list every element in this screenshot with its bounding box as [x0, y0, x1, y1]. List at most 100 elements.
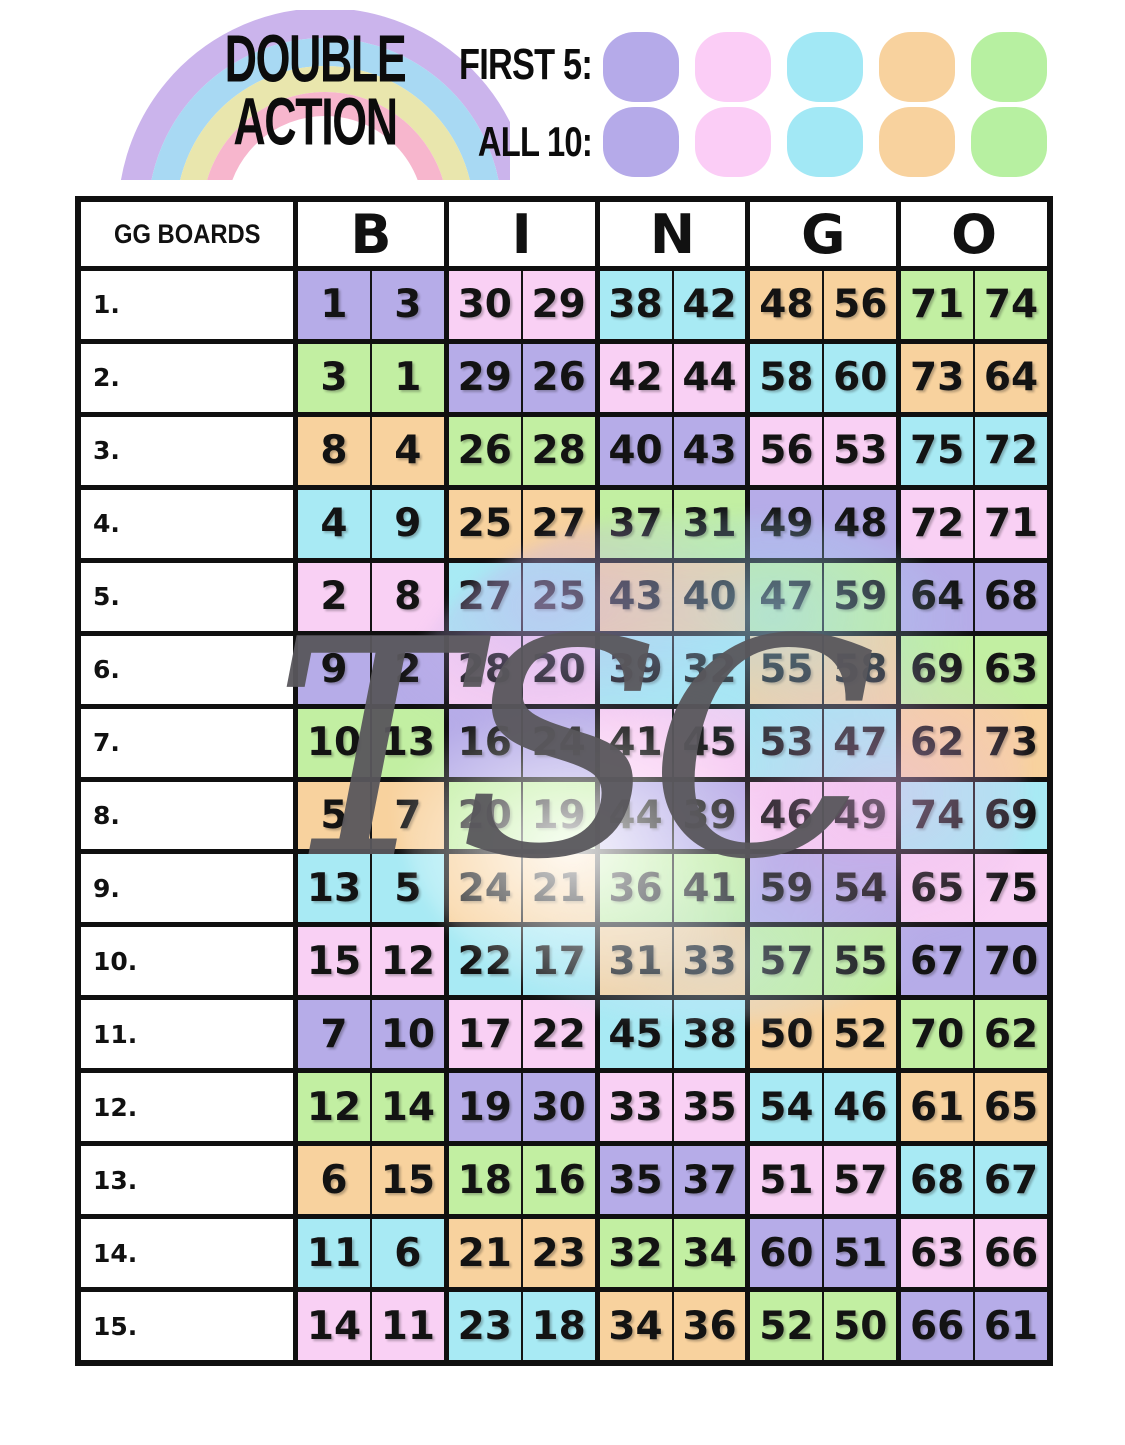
bingo-pair-g: 59 54	[750, 854, 897, 923]
bingo-pair-b: 6 15	[298, 1146, 444, 1215]
row-label: 7.	[81, 708, 293, 777]
bingo-cell: 22	[457, 938, 512, 984]
bingo-cell: 10	[369, 1000, 444, 1069]
first5-dabber-swatch	[971, 32, 1047, 102]
bingo-pair-o: 65 75	[901, 854, 1047, 923]
row-label: 5.	[81, 562, 293, 631]
bingo-cell: 56	[822, 271, 896, 339]
bingo-cell: 73	[910, 355, 965, 401]
bingo-cell: 5	[320, 792, 348, 838]
bingo-cell: 27	[457, 574, 512, 620]
bingo-cell: 39	[671, 781, 746, 850]
bingo-letter-n: N	[599, 202, 746, 266]
bingo-cell: 29	[520, 271, 595, 339]
bingo-pair-o: 71 74	[901, 271, 1047, 339]
bingo-cell: 54	[822, 854, 896, 923]
bingo-cell: 2	[320, 574, 348, 620]
bingo-cell: 18	[520, 1292, 595, 1360]
bingo-pair-b: 7 10	[298, 1000, 444, 1069]
bingo-cell: 50	[822, 1292, 896, 1360]
bingo-cell: 31	[608, 938, 663, 984]
row-label: 15.	[81, 1292, 293, 1360]
bingo-cell: 1	[369, 343, 444, 412]
bingo-pair-n: 45 38	[599, 1000, 746, 1069]
bingo-cell: 66	[973, 1219, 1047, 1288]
bingo-cell: 51	[822, 1219, 896, 1288]
bingo-cell: 32	[608, 1230, 663, 1276]
all10-dabber-swatch	[971, 107, 1047, 177]
bingo-cell: 57	[822, 1146, 896, 1215]
bingo-pair-n: 34 36	[599, 1292, 746, 1360]
bingo-cell: 50	[759, 1011, 814, 1057]
bingo-pair-o: 68 67	[901, 1146, 1047, 1215]
row-label: 12.	[81, 1073, 293, 1142]
first5-dabber-swatch	[603, 32, 679, 102]
bingo-cell: 38	[671, 1000, 746, 1069]
bingo-cell: 7	[320, 1011, 348, 1057]
bingo-cell: 33	[608, 1084, 663, 1130]
bingo-pair-b: 10 13	[298, 708, 444, 777]
bingo-pair-n: 40 43	[599, 416, 746, 485]
bingo-pair-o: 67 70	[901, 927, 1047, 996]
row-label: 14.	[81, 1219, 293, 1288]
bingo-pair-b: 13 5	[298, 854, 444, 923]
bingo-cell: 70	[910, 1011, 965, 1057]
bingo-cell: 4	[320, 501, 348, 547]
bingo-cell: 52	[822, 1000, 896, 1069]
bingo-pair-o: 72 71	[901, 489, 1047, 558]
bingo-pair-i: 23 18	[448, 1292, 595, 1360]
bingo-cell: 67	[973, 1146, 1047, 1215]
bingo-cell: 58	[822, 635, 896, 704]
bingo-cell: 26	[520, 343, 595, 412]
bingo-pair-i: 20 19	[448, 781, 595, 850]
first5-swatches	[603, 32, 1047, 102]
bingo-pair-i: 26 28	[448, 416, 595, 485]
bingo-pair-g: 51 57	[750, 1146, 897, 1215]
bingo-cell: 17	[457, 1011, 512, 1057]
bingo-cell: 7	[369, 781, 444, 850]
row-label: 4.	[81, 489, 293, 558]
rainbow-logo-icon	[118, 10, 510, 180]
bingo-pair-i: 17 22	[448, 1000, 595, 1069]
bingo-cell: 47	[759, 574, 814, 620]
bingo-cell: 45	[608, 1011, 663, 1057]
bingo-cell: 74	[910, 792, 965, 838]
all10-dabber-swatch	[603, 107, 679, 177]
bingo-pair-i: 30 29	[448, 271, 595, 339]
bingo-cell: 66	[910, 1303, 965, 1349]
all10-dabber-swatch	[879, 107, 955, 177]
first5-dabber-swatch	[695, 32, 771, 102]
bingo-cell: 34	[608, 1303, 663, 1349]
bingo-cell: 67	[910, 938, 965, 984]
bingo-cell: 25	[457, 501, 512, 547]
all10-swatches	[603, 107, 1047, 177]
bingo-cell: 11	[369, 1292, 444, 1360]
bingo-pair-n: 31 33	[599, 927, 746, 996]
bingo-pair-n: 42 44	[599, 343, 746, 412]
bingo-cell: 2	[369, 635, 444, 704]
bingo-cell: 54	[759, 1084, 814, 1130]
row-label: 13.	[81, 1146, 293, 1215]
bingo-cell: 21	[520, 854, 595, 923]
bingo-pair-i: 27 25	[448, 562, 595, 631]
bingo-cell: 5	[369, 854, 444, 923]
bingo-cell: 71	[910, 282, 965, 328]
bingo-cell: 39	[608, 647, 663, 693]
bingo-cell: 16	[457, 720, 512, 766]
bingo-pair-o: 63 66	[901, 1219, 1047, 1288]
bingo-cell: 62	[910, 720, 965, 766]
bingo-pair-i: 25 27	[448, 489, 595, 558]
bingo-cell: 19	[520, 781, 595, 850]
bingo-cell: 20	[457, 792, 512, 838]
bingo-cell: 72	[973, 416, 1047, 485]
bingo-pair-n: 38 42	[599, 271, 746, 339]
bingo-cell: 15	[369, 1146, 444, 1215]
bingo-cell: 3	[369, 271, 444, 339]
bingo-cell: 20	[520, 635, 595, 704]
bingo-cell: 28	[457, 647, 512, 693]
bingo-pair-g: 55 58	[750, 635, 897, 704]
